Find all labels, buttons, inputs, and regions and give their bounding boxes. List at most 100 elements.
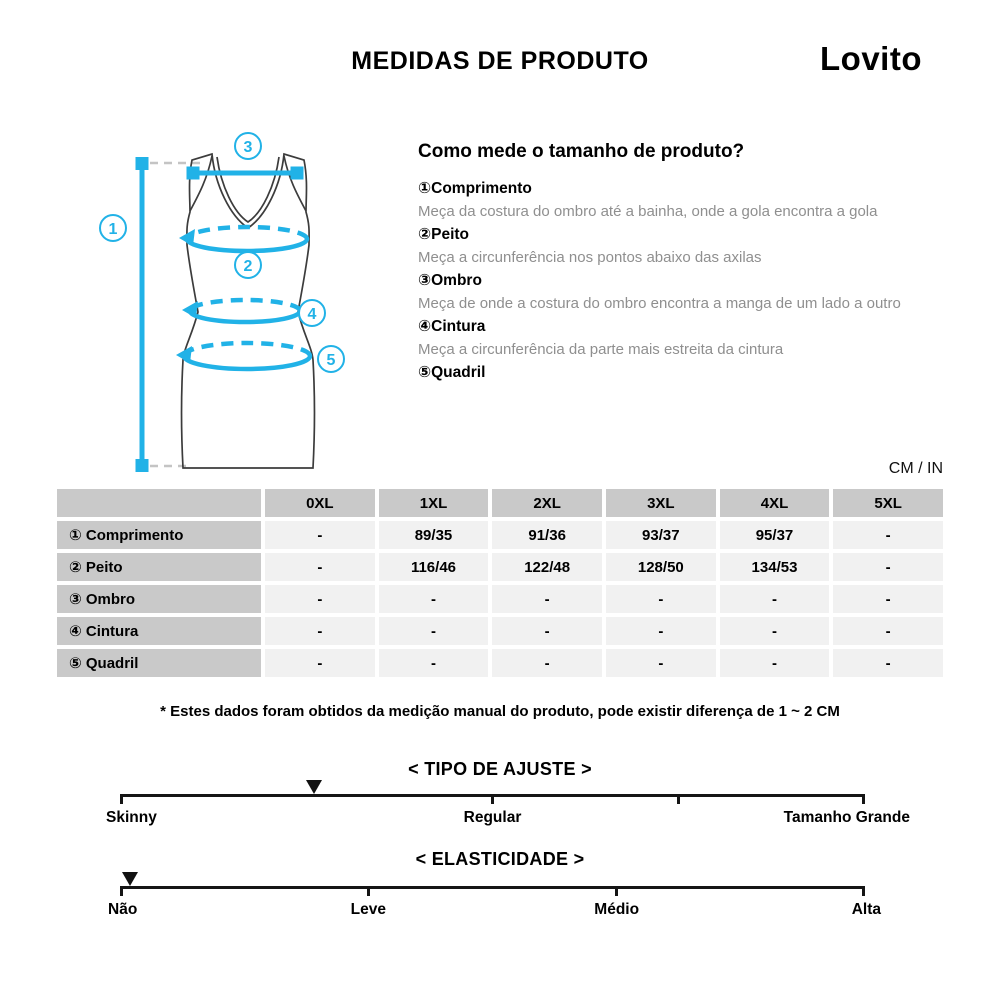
table-cell: 91/36	[492, 521, 602, 549]
table-cell: -	[719, 585, 830, 613]
table-cell: 122/48	[492, 553, 602, 581]
table-cell: -	[833, 553, 943, 581]
table-cell: 95/37	[719, 521, 830, 549]
table-header-3xl: 3XL	[605, 489, 716, 517]
fit-scale-line	[120, 780, 865, 804]
table-cell: -	[605, 649, 716, 677]
table-cell: -	[833, 617, 943, 645]
fit-tick-75	[677, 794, 681, 804]
dress-outline	[180, 152, 316, 469]
guide-item-label-peito: ②Peito	[418, 226, 470, 243]
table-cell: -	[605, 617, 716, 645]
elasticity-tick-start	[120, 886, 123, 896]
table-cell: -	[378, 617, 489, 645]
table-cell: -	[265, 649, 375, 677]
guide-item-label-cintura: ④Cintura	[418, 318, 486, 335]
shoulder-cap-right	[290, 166, 304, 180]
fit-scale-title: < TIPO DE AJUSTE >	[408, 759, 592, 779]
elasticity-label-medio: Médio	[594, 901, 640, 918]
table-row-label-quadril: ⑤ Quadril	[57, 649, 261, 677]
elasticity-label-alta: Alta	[851, 901, 881, 918]
shoulder-cap-left	[186, 166, 200, 180]
table-cell: -	[605, 585, 716, 613]
measure-marks	[135, 157, 313, 472]
fit-label-tamanho-grande: Tamanho Grande	[783, 809, 910, 826]
table-header-5xl: 5XL	[833, 489, 943, 517]
guide-item-desc-cintura: Meça a circunferência da parte mais estr…	[418, 341, 784, 358]
table-cell: -	[265, 617, 375, 645]
guide-item: ②Peito Meça a circunferência nos pontos …	[418, 223, 948, 269]
table-cell: -	[492, 585, 602, 613]
diagram-callouts: 1 2 3 4 5	[99, 132, 345, 373]
guide-item-desc-ombro: Meça de onde a costura do ombro encontra…	[418, 295, 901, 312]
elasticity-scale-line	[120, 872, 865, 896]
table-header-0xl: 0XL	[265, 489, 375, 517]
callout-1: 1	[109, 221, 118, 238]
units-label: CM / IN	[888, 460, 943, 477]
table-header-4xl: 4XL	[719, 489, 830, 517]
elasticity-marker-icon	[122, 872, 139, 886]
elasticity-scale-labels: Não Leve Médio Alta	[108, 901, 881, 921]
table-cell: 89/35	[378, 521, 489, 549]
page-title: MEDIDAS DE PRODUTO	[351, 47, 649, 75]
dress-diagram-svg: 1 2 3 4 5	[99, 132, 345, 472]
callout-4: 4	[308, 306, 317, 323]
guide-item: ④Cintura Meça a circunferência da parte …	[418, 315, 948, 361]
table-cell: -	[719, 617, 830, 645]
length-cap-top	[135, 157, 149, 170]
chest-arrow	[179, 229, 195, 246]
callout-3: 3	[244, 139, 253, 156]
table-cell: 116/46	[378, 553, 489, 581]
callout-5: 5	[327, 352, 336, 369]
hip-ellipse-dashed	[181, 340, 313, 357]
measurement-diagram: 1 2 3 4 5	[80, 130, 400, 490]
length-cap-bottom	[135, 459, 149, 472]
guide-item: ⑤Quadril	[418, 361, 948, 384]
elasticity-scale-title: < ELASTICIDADE >	[415, 849, 585, 869]
table-cell: -	[265, 521, 375, 549]
table-cell: -	[265, 553, 375, 581]
table-cell: -	[492, 649, 602, 677]
elasticity-tick-end	[862, 886, 865, 896]
table-cell: 134/53	[719, 553, 830, 581]
size-table: 0XL 1XL 2XL 3XL 4XL 5XL ① Comprimento - …	[57, 489, 943, 677]
fit-tick-mid	[491, 794, 494, 804]
waist-arrow	[182, 301, 198, 318]
guide-item-label-quadril: ⑤Quadril	[418, 364, 486, 381]
table-row-label-cintura: ④ Cintura	[57, 617, 261, 645]
table-cell: 128/50	[605, 553, 716, 581]
hip-ellipse-solid	[181, 355, 313, 372]
table-row-label-comprimento: ① Comprimento	[57, 521, 261, 549]
waist-ellipse-dashed	[187, 297, 303, 312]
measure-guide: Como mede o tamanho de produto? ①Comprim…	[418, 141, 948, 384]
elasticity-tick-66	[615, 886, 619, 896]
table-cell: -	[378, 585, 489, 613]
guide-item: ①Comprimento Meça da costura do ombro at…	[418, 177, 948, 223]
table-cell: -	[833, 521, 943, 549]
table-row-label-ombro: ③ Ombro	[57, 585, 261, 613]
chest-ellipse-solid	[184, 238, 310, 254]
elasticity-tick-33	[366, 886, 370, 896]
hip-arrow	[176, 346, 192, 363]
brand-logo: Lovito	[820, 40, 922, 77]
guide-item: ③Ombro Meça de onde a costura do ombro e…	[418, 269, 948, 315]
table-cell: 93/37	[605, 521, 716, 549]
guide-item-desc-comprimento: Meça da costura do ombro até a bainha, o…	[418, 203, 878, 220]
table-header-blank	[57, 489, 261, 517]
chest-ellipse-dashed	[184, 224, 310, 240]
table-cell: -	[833, 649, 943, 677]
guide-item-desc-peito: Meça a circunferência nos pontos abaixo …	[418, 249, 762, 266]
table-header-2xl: 2XL	[492, 489, 602, 517]
guide-item-label-ombro: ③Ombro	[418, 272, 482, 289]
guide-heading: Como mede o tamanho de produto?	[418, 141, 745, 162]
table-cell: -	[265, 585, 375, 613]
fit-scale-labels: Skinny Regular Tamanho Grande	[106, 809, 910, 829]
table-cell: -	[833, 585, 943, 613]
fit-label-regular: Regular	[463, 809, 522, 826]
fit-tick-start	[120, 794, 123, 804]
fit-tick-end	[862, 794, 865, 804]
table-row-label-peito: ② Peito	[57, 553, 261, 581]
table-cell: -	[719, 649, 830, 677]
callout-2: 2	[244, 258, 253, 275]
waist-ellipse-solid	[187, 310, 303, 325]
